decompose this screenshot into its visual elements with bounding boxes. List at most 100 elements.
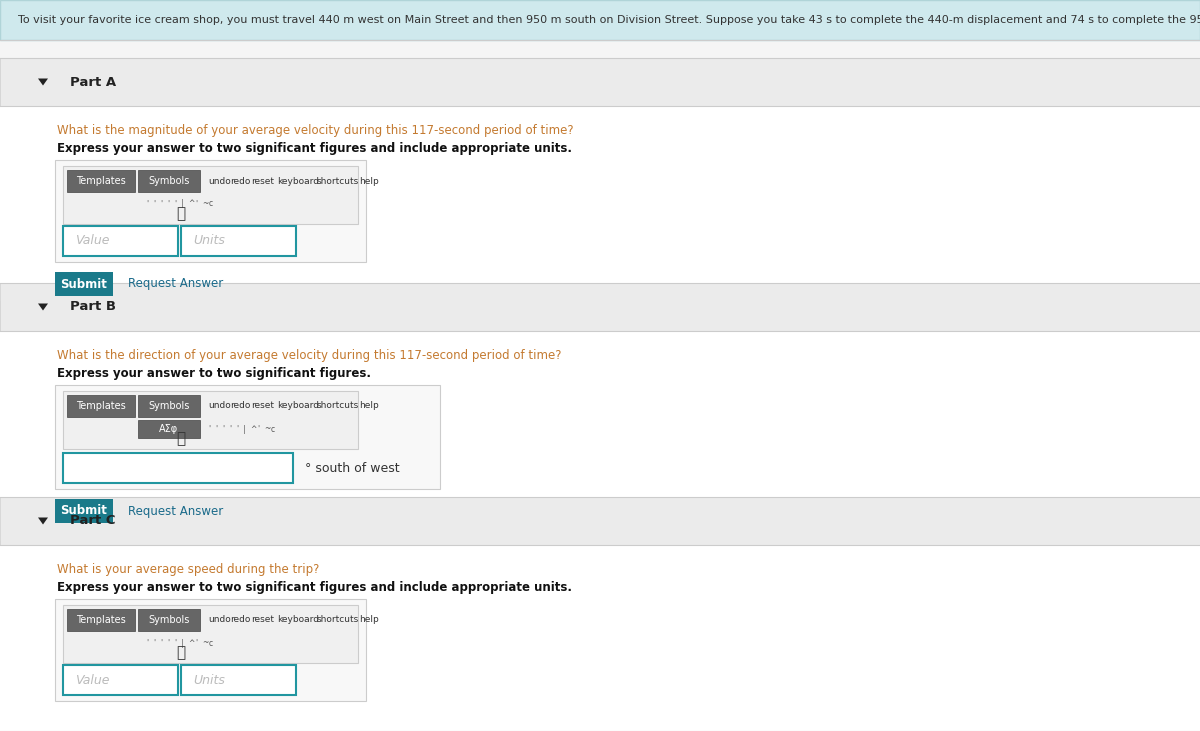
Text: redo: redo	[230, 616, 250, 624]
Text: shortcuts: shortcuts	[317, 176, 359, 186]
Bar	[67, 395, 134, 417]
Bar	[0, 58, 1200, 106]
Text: ': '	[215, 425, 217, 433]
Text: ~: ~	[264, 425, 270, 433]
Text: Symbols: Symbols	[149, 176, 190, 186]
Text: |: |	[181, 638, 184, 648]
Text: ': '	[222, 425, 224, 433]
Text: Units: Units	[193, 235, 224, 248]
Text: ': '	[167, 200, 169, 208]
Bar	[138, 609, 200, 631]
Text: Request Answer: Request Answer	[128, 504, 223, 518]
Bar	[67, 609, 134, 631]
Bar	[138, 420, 200, 438]
Text: ': '	[154, 638, 155, 648]
Bar	[55, 272, 113, 296]
Bar	[67, 170, 134, 192]
Text: Value: Value	[74, 235, 109, 248]
Text: reset: reset	[252, 176, 275, 186]
Text: ': '	[257, 425, 259, 433]
Text: ': '	[154, 200, 155, 208]
Bar	[64, 166, 358, 224]
Bar	[55, 599, 366, 701]
Bar	[64, 391, 358, 449]
Text: ^: ^	[188, 200, 194, 208]
Bar	[138, 395, 200, 417]
Text: Units: Units	[193, 673, 224, 686]
Polygon shape	[38, 518, 48, 525]
Bar	[55, 385, 440, 489]
Text: Submit: Submit	[60, 504, 108, 518]
Polygon shape	[38, 303, 48, 311]
Text: Submit: Submit	[60, 278, 108, 290]
Text: ': '	[146, 200, 148, 208]
Text: What is the magnitude of your average velocity during this 117-second period of : What is the magnitude of your average ve…	[58, 124, 574, 137]
Text: Templates: Templates	[76, 401, 126, 411]
Bar	[64, 665, 178, 695]
Bar	[55, 160, 366, 262]
Text: ': '	[236, 425, 238, 433]
Text: c: c	[209, 200, 214, 208]
Text: ~: ~	[202, 200, 209, 208]
Text: Templates: Templates	[76, 176, 126, 186]
Bar	[0, 106, 1200, 301]
Text: help: help	[359, 616, 379, 624]
Bar	[181, 665, 296, 695]
Text: ~: ~	[202, 638, 209, 648]
Text: ⌢: ⌢	[176, 206, 186, 221]
Text: ': '	[174, 638, 176, 648]
Text: Express your answer to two significant figures and include appropriate units.: Express your answer to two significant f…	[58, 142, 572, 155]
Bar	[0, 0, 1200, 40]
Text: ^: ^	[188, 638, 194, 648]
Text: ': '	[160, 200, 162, 208]
Bar	[0, 331, 1200, 541]
Text: c: c	[209, 638, 214, 648]
Text: help: help	[359, 401, 379, 411]
Text: ': '	[208, 425, 210, 433]
Bar	[0, 497, 1200, 545]
Text: Part C: Part C	[70, 515, 115, 528]
Bar	[0, 545, 1200, 731]
Bar	[64, 453, 293, 483]
Text: |: |	[181, 200, 184, 208]
Text: ': '	[174, 200, 176, 208]
Text: undo: undo	[208, 401, 230, 411]
Text: keyboard: keyboard	[277, 176, 319, 186]
Text: ': '	[167, 638, 169, 648]
Text: shortcuts: shortcuts	[317, 401, 359, 411]
Text: ° south of west: ° south of west	[305, 461, 400, 474]
Text: What is the direction of your average velocity during this 117-second period of : What is the direction of your average ve…	[58, 349, 562, 362]
Text: undo: undo	[208, 616, 230, 624]
Text: keyboard: keyboard	[277, 401, 319, 411]
Bar	[181, 226, 296, 256]
Text: Value: Value	[74, 673, 109, 686]
Text: Express your answer to two significant figures and include appropriate units.: Express your answer to two significant f…	[58, 581, 572, 594]
Bar	[0, 283, 1200, 331]
Text: ⌢: ⌢	[176, 431, 186, 447]
Text: To visit your favorite ice cream shop, you must travel 440 m west on Main Street: To visit your favorite ice cream shop, y…	[18, 15, 1200, 25]
Text: redo: redo	[230, 401, 250, 411]
Text: ⌢: ⌢	[176, 645, 186, 661]
Text: ': '	[229, 425, 232, 433]
Text: reset: reset	[252, 616, 275, 624]
Text: Request Answer: Request Answer	[128, 278, 223, 290]
Text: ': '	[160, 638, 162, 648]
Text: ': '	[146, 638, 148, 648]
Text: ': '	[194, 638, 197, 648]
Text: ': '	[194, 200, 197, 208]
Text: help: help	[359, 176, 379, 186]
Text: What is your average speed during the trip?: What is your average speed during the tr…	[58, 563, 319, 576]
Text: keyboard: keyboard	[277, 616, 319, 624]
Text: c: c	[271, 425, 275, 433]
Text: Symbols: Symbols	[149, 615, 190, 625]
Text: AΣφ: AΣφ	[160, 424, 179, 434]
Bar	[138, 170, 200, 192]
Text: shortcuts: shortcuts	[317, 616, 359, 624]
Bar	[64, 605, 358, 663]
Bar	[64, 226, 178, 256]
Text: Templates: Templates	[76, 615, 126, 625]
Text: redo: redo	[230, 176, 250, 186]
Text: |: |	[242, 425, 246, 433]
Text: Part B: Part B	[70, 300, 116, 314]
Polygon shape	[38, 78, 48, 86]
